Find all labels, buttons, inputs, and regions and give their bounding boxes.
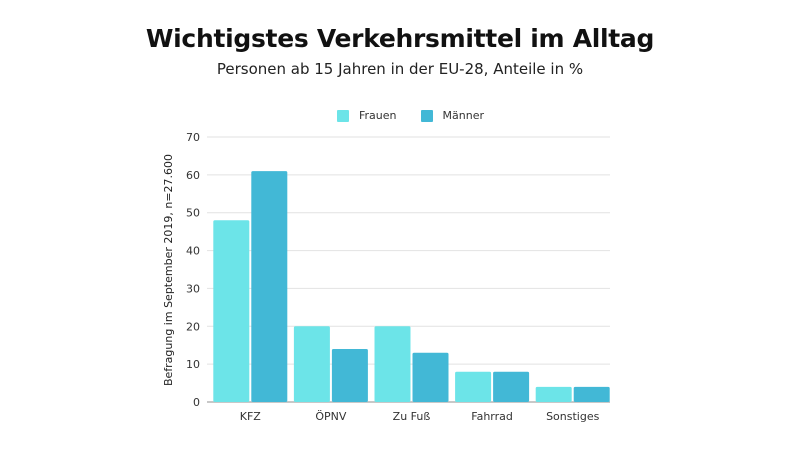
- bar-maenner-2: [412, 352, 449, 402]
- x-category-label: Sonstiges: [546, 410, 600, 423]
- chart-subtitle: Personen ab 15 Jahren in der EU-28, Ante…: [216, 60, 584, 78]
- legend-label-frauen: Frauen: [359, 109, 397, 122]
- x-category-label: Zu Fuß: [393, 410, 431, 423]
- x-category-label: Fahrrad: [471, 410, 513, 423]
- y-tick-label: 0: [193, 396, 200, 409]
- bar-frauen-0: [213, 220, 250, 402]
- x-category-label: KFZ: [240, 410, 262, 423]
- legend: Frauen Männer: [337, 109, 508, 122]
- chart-title: Wichtigstes Verkehrsmittel im Alltag: [145, 24, 655, 53]
- y-tick-label: 40: [186, 245, 200, 258]
- bar-maenner-0: [251, 171, 288, 402]
- y-tick-label: 10: [186, 358, 200, 371]
- bar-maenner-1: [331, 349, 368, 402]
- bar-frauen-2: [374, 326, 411, 402]
- y-tick-label: 20: [186, 320, 200, 333]
- bars: [213, 171, 610, 402]
- y-tick-label: 70: [186, 131, 200, 144]
- bar-frauen-1: [293, 326, 330, 402]
- x-category-label: ÖPNV: [315, 410, 347, 423]
- y-tick-label: 60: [186, 169, 200, 182]
- x-axis-categories: KFZ ÖPNV Zu Fuß Fahrrad Sonstiges: [240, 410, 600, 423]
- legend-item-frauen: Frauen: [337, 109, 397, 122]
- bar-maenner-4: [573, 386, 610, 402]
- y-tick-label: 50: [186, 207, 200, 220]
- bar-frauen-4: [535, 386, 572, 402]
- bar-maenner-3: [493, 371, 530, 402]
- bar-frauen-3: [455, 371, 492, 402]
- y-axis-ticks: 0 10 20 30 40 50 60 70: [186, 131, 200, 409]
- y-axis-label: Befragung im September 2019, n=27.600: [162, 154, 175, 386]
- legend-swatch-maenner: [420, 109, 433, 122]
- y-tick-label: 30: [186, 282, 200, 295]
- legend-label-maenner: Männer: [442, 109, 484, 122]
- legend-item-maenner: Männer: [420, 109, 484, 122]
- legend-swatch-frauen: [337, 109, 349, 122]
